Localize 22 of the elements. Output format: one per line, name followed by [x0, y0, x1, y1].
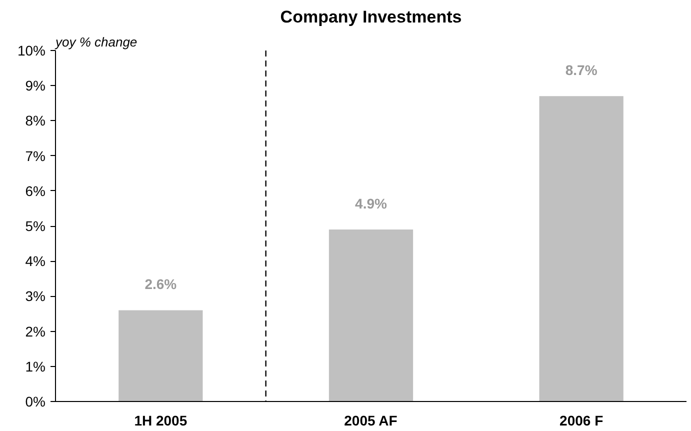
y-tick-label: 8%: [25, 112, 46, 129]
y-tick-label: 2%: [25, 323, 46, 340]
bar: [328, 230, 414, 402]
y-tick-label: 10%: [17, 42, 46, 58]
data-label: 2.6%: [144, 276, 178, 292]
chart-title: Company Investments: [280, 8, 462, 26]
y-tick-label: 6%: [25, 182, 46, 199]
y-axis-title: yoy % change: [54, 34, 138, 50]
y-tick-label: 1%: [25, 358, 46, 374]
x-tick-label: 1H 2005: [134, 412, 188, 428]
bar: [118, 310, 203, 402]
y-tick-label: 9%: [25, 78, 46, 94]
x-tick-label: 2005 AF: [344, 412, 398, 428]
y-tick-label: 5%: [25, 218, 46, 234]
y-tick-label: 4%: [25, 253, 46, 270]
data-label: 4.9%: [355, 196, 388, 212]
bar: [539, 96, 624, 402]
y-tick-label: 7%: [25, 148, 46, 164]
y-tick-label: 0%: [25, 394, 46, 410]
x-tick-label: 2006 F: [560, 412, 604, 428]
data-label: 8.7%: [565, 62, 598, 78]
y-tick-label: 3%: [25, 288, 46, 304]
